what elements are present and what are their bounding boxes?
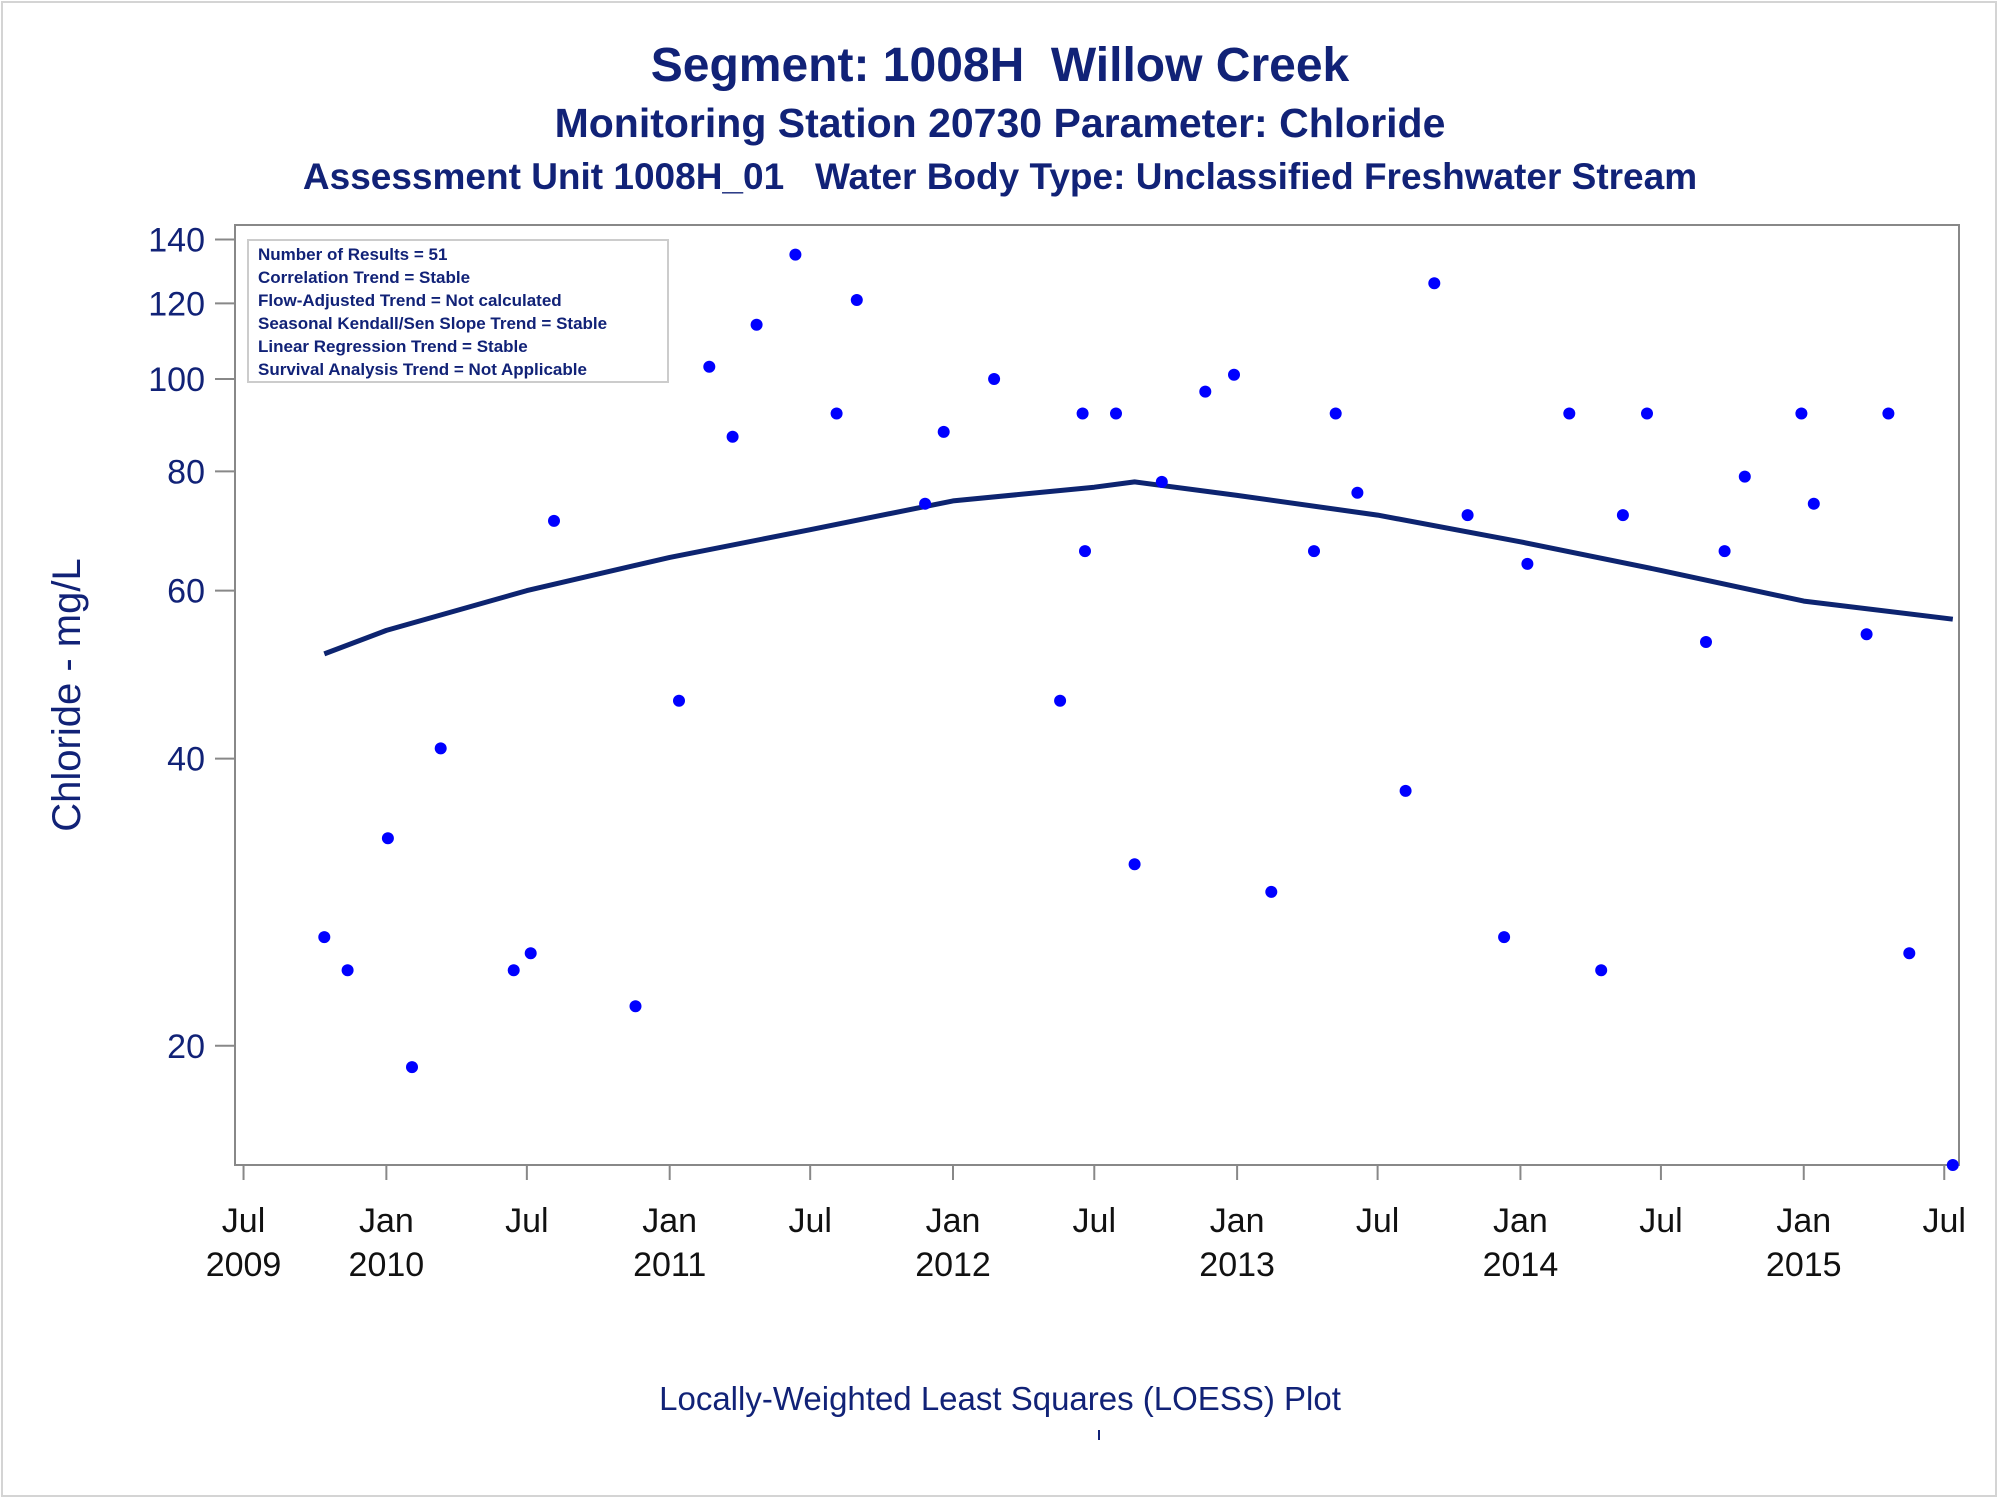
x-tick-year-label: 2011 (633, 1246, 706, 1284)
data-point (1428, 277, 1441, 290)
data-point (1882, 407, 1895, 420)
data-point (341, 964, 354, 977)
x-tick-month-label: Jul (505, 1202, 548, 1240)
x-tick-month-label: Jan (642, 1202, 697, 1240)
data-point (750, 318, 763, 331)
data-point (1351, 486, 1364, 499)
data-point (830, 407, 843, 420)
x-tick-year-label: 2015 (1766, 1246, 1842, 1284)
stats-legend-line: Survival Analysis Trend = Not Applicable (258, 360, 587, 379)
stats-legend: Number of Results = 51 Correlation Trend … (247, 239, 669, 383)
stats-legend-line: Number of Results = 51 (258, 245, 447, 264)
data-point (1946, 1159, 1959, 1171)
x-tick-year-label: 2010 (349, 1246, 425, 1284)
data-point (1461, 509, 1474, 522)
data-point (318, 931, 331, 944)
chart-footnote: Locally-Weighted Least Squares (LOESS) P… (659, 1380, 1341, 1417)
y-tick-label: 80 (167, 453, 205, 491)
stats-legend-line: Linear Regression Trend = Stable (258, 337, 528, 356)
data-point (726, 430, 739, 443)
stats-legend-lines: Number of Results = 51 Correlation Trend … (258, 245, 607, 379)
y-tick-label: 120 (148, 285, 205, 323)
stats-legend-line: Seasonal Kendall/Sen Slope Trend = Stabl… (258, 314, 607, 333)
data-point (1595, 964, 1608, 977)
data-point (1498, 931, 1511, 944)
data-point (988, 373, 1001, 385)
data-point (1399, 784, 1412, 797)
data-point (1738, 470, 1751, 483)
data-point (381, 832, 394, 845)
loess-line (323, 479, 1954, 657)
data-point (1795, 407, 1808, 420)
data-point (406, 1061, 418, 1074)
data-point (850, 294, 863, 306)
x-tick-month-label: Jan (926, 1202, 981, 1240)
data-point (524, 947, 537, 960)
data-point (1700, 636, 1712, 648)
x-tick-year-label: 2013 (1199, 1246, 1275, 1284)
x-tick-month-label: Jul (1073, 1202, 1116, 1240)
data-point (789, 248, 802, 261)
data-point (548, 514, 560, 527)
y-tick-label: 20 (167, 1028, 205, 1066)
y-tick-label: 40 (167, 741, 205, 779)
x-tick-month-label: Jul (222, 1202, 265, 1240)
data-point (1563, 407, 1576, 420)
stats-legend-line: Correlation Trend = Stable (258, 268, 470, 287)
x-tick-month-label: Jan (1776, 1202, 1831, 1240)
stats-legend-line: Flow-Adjusted Trend = Not calculated (258, 291, 562, 310)
data-point (1128, 858, 1141, 871)
chart-title: Segment: 1008H Willow Creek (650, 39, 1350, 92)
data-point (434, 742, 447, 755)
data-point (1265, 885, 1278, 898)
loess-layer (323, 479, 1954, 657)
chart-subtitle: Monitoring Station 20730 Parameter: Chlo… (554, 100, 1446, 146)
data-point (1329, 407, 1342, 420)
data-point (1079, 545, 1091, 558)
y-tick-label: 60 (167, 573, 205, 611)
data-point (1110, 407, 1122, 420)
data-point (1616, 509, 1629, 522)
data-point (507, 964, 520, 977)
y-tick-label: 140 (148, 222, 205, 260)
data-point (1054, 694, 1067, 707)
data-point (1807, 497, 1820, 510)
data-point (1903, 947, 1916, 960)
x-tick-month-label: Jul (788, 1202, 831, 1240)
data-point (1155, 475, 1168, 488)
data-point (673, 694, 685, 707)
data-point (1521, 557, 1534, 570)
data-point (1199, 385, 1212, 398)
stats-legend-box (247, 239, 669, 383)
x-tick-month-label: Jul (1639, 1202, 1682, 1240)
data-point (629, 1000, 642, 1013)
x-tick-month-label: Jan (359, 1202, 414, 1240)
x-tick-year-label: 2014 (1483, 1246, 1559, 1284)
y-tick-label: 100 (148, 361, 205, 399)
y-axis-label: Chloride - mg/L (45, 558, 89, 831)
data-point (1718, 545, 1731, 558)
data-point (1076, 407, 1089, 420)
data-point (919, 497, 932, 510)
chart-subtitle-2: Assessment Unit 1008H_01 Water Body Type… (302, 156, 1698, 197)
x-tick-month-label: Jul (1923, 1202, 1966, 1240)
data-points (318, 248, 1959, 1171)
x-tick-month-label: Jan (1210, 1202, 1265, 1240)
x-tick-year-label: 2012 (915, 1246, 991, 1284)
data-point (1641, 407, 1653, 420)
x-tick-month-label: Jul (1356, 1202, 1399, 1240)
x-tick-year-label: 2009 (206, 1246, 282, 1284)
x-tick-month-label: Jan (1493, 1202, 1548, 1240)
data-point (1308, 545, 1320, 558)
data-point (937, 425, 950, 438)
data-point (1860, 628, 1873, 641)
footnote-mark (1098, 1430, 1100, 1440)
data-point (1228, 368, 1240, 381)
data-point (703, 360, 716, 373)
plot-area (234, 224, 1960, 1166)
x-axis: Jul 2009 Jan 2010 Jul Jan 2011 Jul Jan 2012 Jul Jan… (206, 1165, 1966, 1284)
y-axis: 20 40 60 80 100 120 140 (148, 222, 235, 1066)
